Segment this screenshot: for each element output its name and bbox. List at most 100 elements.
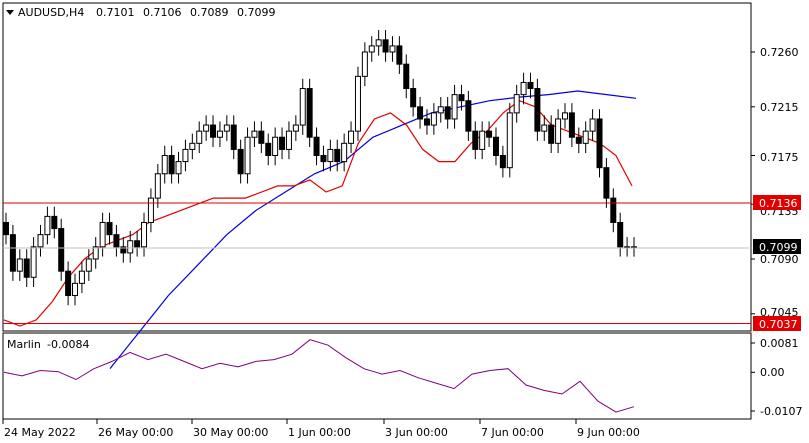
bear-candle	[9, 234, 16, 272]
bear-candle	[65, 270, 72, 297]
bull-candle	[223, 124, 230, 132]
bear-candle	[534, 88, 541, 132]
bull-candle	[561, 112, 568, 120]
current-price-marker	[753, 239, 801, 254]
bear-candle	[306, 88, 313, 138]
bull-candle	[479, 130, 486, 150]
bull-candle	[85, 258, 92, 272]
bear-candle	[603, 167, 610, 199]
bull-candle	[37, 234, 44, 248]
bull-candle	[437, 106, 444, 114]
chart-menu-triangle-icon[interactable]	[6, 10, 14, 15]
bear-candle	[417, 106, 424, 120]
bull-candle	[348, 130, 355, 144]
bull-candle	[182, 148, 189, 163]
high-value: 0.7106	[143, 6, 182, 19]
bull-candle	[368, 45, 375, 53]
upper-level-marker	[753, 195, 801, 210]
low-value: 0.7089	[190, 6, 229, 19]
bear-candle	[134, 240, 141, 248]
bear-candle	[113, 234, 120, 248]
main-chart-frame[interactable]	[2, 2, 752, 332]
bull-candle	[389, 45, 396, 53]
bull-candle	[451, 94, 458, 120]
bull-candle	[292, 124, 299, 132]
bear-candle	[458, 94, 465, 102]
bear-candle	[265, 142, 272, 157]
bear-candle	[120, 246, 127, 254]
time-label: 7 Jun 00:00	[481, 426, 544, 439]
indicator-scale	[751, 342, 755, 412]
bear-candle	[423, 118, 430, 126]
bear-candle	[575, 136, 582, 144]
time-label: 26 May 00:00	[98, 426, 173, 439]
price-tick-label: 0.7175	[760, 151, 799, 164]
indicator-tick-label: -0.0107	[760, 405, 802, 418]
close-value: 0.7099	[237, 6, 276, 19]
bear-candle	[472, 130, 479, 150]
price-tick-label: 0.7090	[760, 253, 799, 266]
ma-slow-line	[109, 90, 637, 369]
indicator-frame[interactable]	[2, 332, 752, 420]
upper-level-value: 0.7136	[759, 197, 798, 210]
bull-candle	[72, 282, 79, 297]
current-price-value: 0.7099	[759, 241, 798, 254]
time-label: 1 Jun 00:00	[288, 426, 351, 439]
time-label: 24 May 2022	[4, 426, 76, 439]
bear-candle	[486, 130, 493, 138]
bull-candle	[44, 215, 51, 236]
bear-candle	[3, 221, 9, 236]
bear-candle	[258, 130, 265, 144]
lower-level-marker	[753, 316, 801, 331]
price-tick-label: 0.7260	[760, 46, 799, 59]
bear-candle	[499, 155, 506, 169]
time-label: 3 Jun 00:00	[385, 426, 448, 439]
bull-candle	[78, 270, 85, 284]
bull-candle	[589, 118, 596, 132]
bear-candle	[313, 136, 320, 156]
bull-candle	[189, 142, 196, 150]
bull-candle	[203, 124, 210, 132]
bear-candle	[610, 197, 617, 223]
indicator-line	[3, 339, 635, 413]
bull-candle	[541, 124, 548, 132]
bull-candle	[430, 112, 437, 126]
ma-fast-line	[3, 100, 633, 327]
bear-candle	[396, 45, 403, 65]
bull-candle	[147, 197, 154, 223]
symbol-label: AUDUSD,H4	[18, 6, 84, 19]
indicator-name: Marlin	[7, 338, 41, 351]
bear-candle	[334, 148, 341, 163]
bull-candle	[161, 155, 168, 175]
bull-candle	[141, 221, 148, 248]
bull-candle	[285, 130, 292, 150]
bear-candle	[320, 155, 327, 163]
bear-candle	[617, 221, 624, 248]
bear-candle	[444, 106, 451, 120]
bear-candle	[23, 258, 30, 278]
bull-candle	[341, 142, 348, 163]
bull-candle	[175, 161, 182, 175]
bear-candle	[403, 63, 410, 90]
bear-candle	[527, 81, 534, 90]
bull-candle	[127, 240, 134, 254]
bear-candle	[58, 228, 65, 272]
bull-candle	[196, 130, 203, 144]
bull-candle	[582, 130, 589, 144]
bear-candle	[237, 148, 244, 175]
bull-candle	[99, 221, 106, 248]
bull-candle	[92, 246, 99, 260]
bear-candle	[210, 124, 217, 138]
bear-candle	[492, 136, 499, 156]
bull-candle	[361, 51, 368, 77]
bull-candle	[216, 130, 223, 138]
bull-candle	[375, 39, 382, 47]
bear-candle	[548, 124, 555, 144]
bull-candle	[30, 246, 37, 278]
price-tick-label: 0.7045	[760, 306, 799, 319]
bull-candle	[555, 118, 562, 144]
bear-candle	[106, 221, 113, 236]
bull-candle	[520, 81, 527, 96]
price-tick-label: 0.7215	[760, 101, 799, 114]
